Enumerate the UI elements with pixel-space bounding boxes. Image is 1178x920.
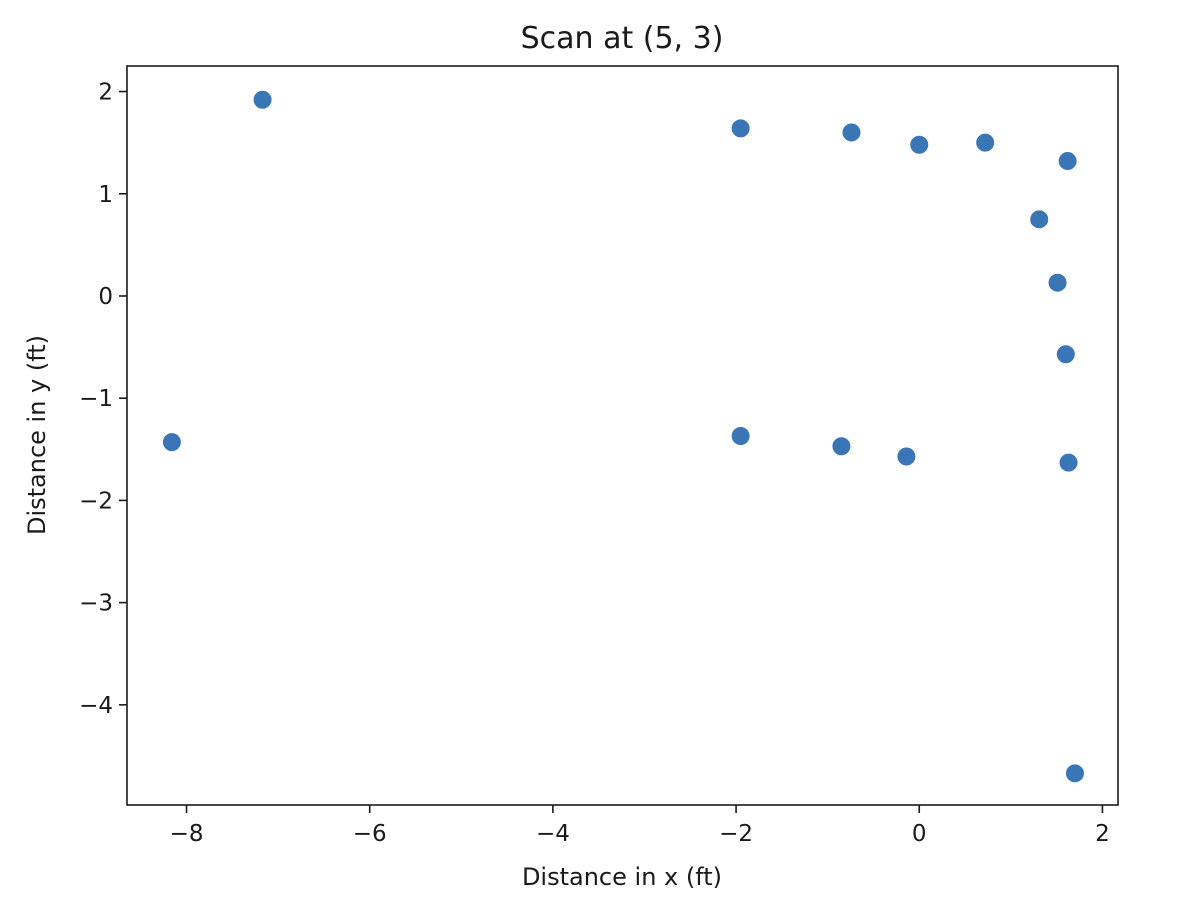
y-tick-label: −2 <box>79 488 113 514</box>
data-points <box>161 89 1085 784</box>
x-tick-label: −4 <box>536 821 570 847</box>
scatter-point <box>1047 272 1068 293</box>
scatter-point <box>1058 452 1079 473</box>
x-tick-label: −6 <box>353 821 387 847</box>
chart-title: Scan at (5, 3) <box>521 21 724 56</box>
y-tick-label: −4 <box>79 693 113 719</box>
x-axis-label: Distance in x (ft) <box>522 863 722 891</box>
y-tick-label: 2 <box>98 80 113 106</box>
scatter-point <box>975 132 996 153</box>
scatter-point <box>831 436 852 457</box>
y-tick-label: −1 <box>79 386 113 412</box>
scatter-point <box>730 118 751 139</box>
scatter-point <box>1029 209 1050 230</box>
x-tick-label: −2 <box>719 821 753 847</box>
x-tick-label: 0 <box>912 821 927 847</box>
scatter-point <box>730 426 751 447</box>
y-tick-label: 0 <box>98 284 113 310</box>
plot-frame <box>126 65 1119 806</box>
scatter-point <box>841 122 862 143</box>
scatter-point <box>1055 344 1076 365</box>
scatter-point <box>252 89 273 110</box>
scatter-point <box>909 134 930 155</box>
scatter-point <box>161 432 182 453</box>
y-axis-label: Distance in y (ft) <box>23 335 51 535</box>
x-tick-label: 2 <box>1095 821 1110 847</box>
scatter-point <box>1057 151 1078 172</box>
y-axis: 2 1 0 −1 −2 −3 −4 <box>79 80 127 719</box>
x-axis: −8 −6 −4 −2 0 2 <box>170 805 1110 847</box>
scatter-point <box>1064 763 1085 784</box>
y-tick-label: −3 <box>79 591 113 617</box>
x-tick-label: −8 <box>170 821 204 847</box>
plot-area: −8 −6 −4 −2 0 2 2 1 0 −1 −2 −3 −4 <box>79 65 1119 847</box>
y-tick-label: 1 <box>98 182 113 208</box>
scatter-point <box>896 446 917 467</box>
